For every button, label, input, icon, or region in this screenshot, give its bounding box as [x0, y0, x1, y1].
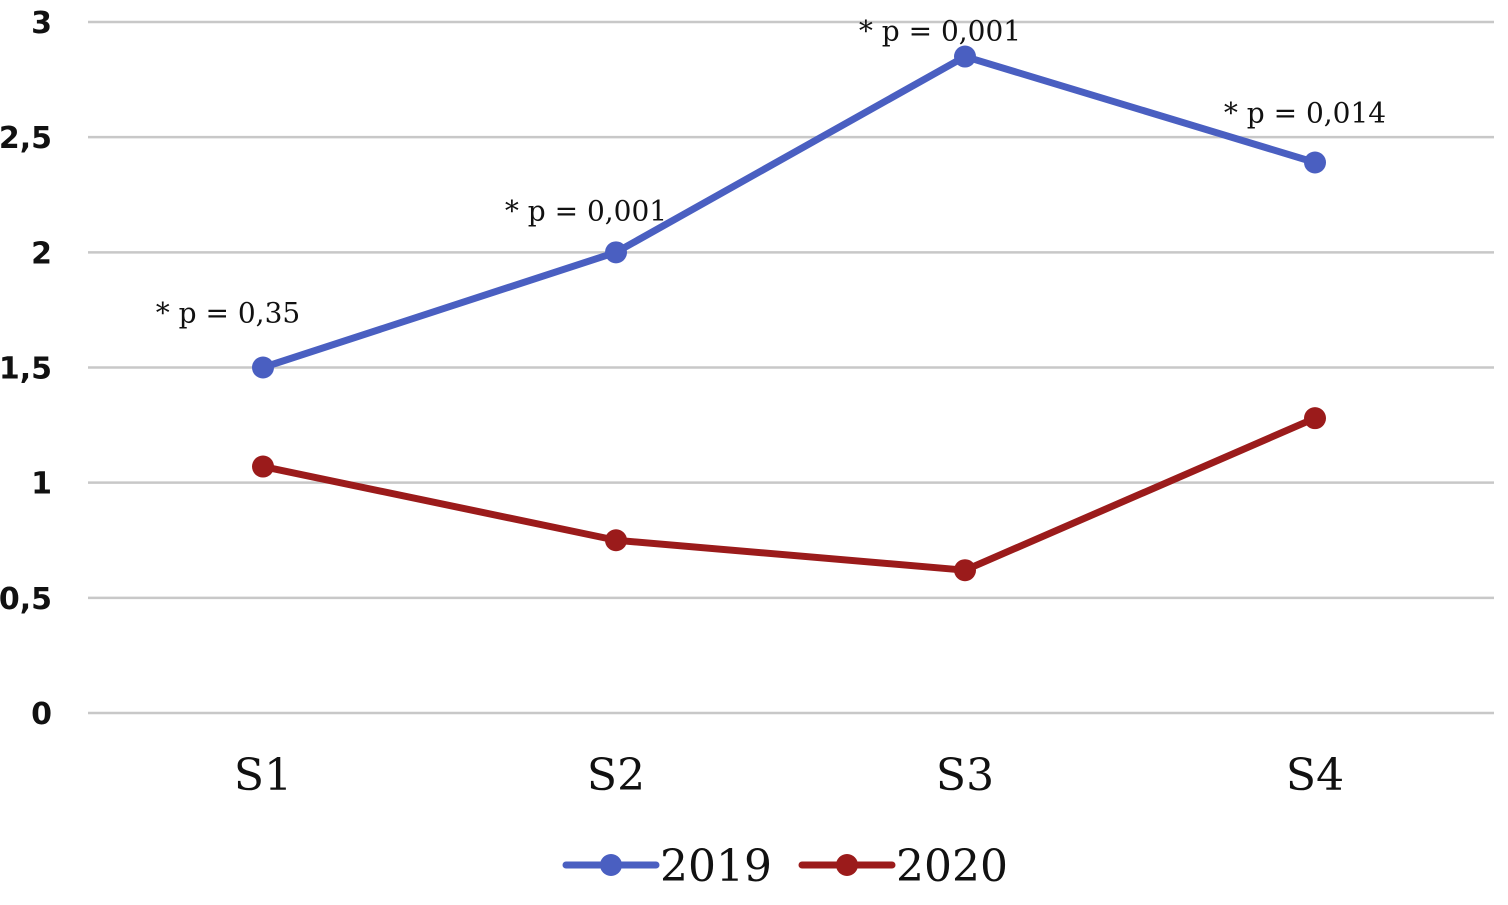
- gridlines: [88, 20, 1494, 715]
- x-tick-label: S2: [587, 750, 645, 801]
- legend-marker-2019: [600, 854, 622, 876]
- data-point-2019: [1304, 151, 1326, 174]
- x-tick-label: S1: [234, 750, 292, 801]
- legend-label: 2019: [660, 841, 772, 892]
- y-tick-label: 0: [31, 697, 52, 732]
- y-tick-label: 3: [31, 6, 52, 41]
- data-point-2020: [252, 455, 274, 478]
- y-tick-label: 1: [31, 467, 52, 502]
- p-value-annotation: * p = 0,35: [156, 297, 300, 330]
- data-point-2020: [1304, 407, 1326, 430]
- series-line-2020: [259, 414, 1319, 574]
- y-tick-label: 0,5: [0, 582, 52, 617]
- p-value-annotation: * p = 0,001: [859, 15, 1021, 48]
- legend-label: 2020: [896, 841, 1008, 892]
- x-axis-tick-labels: S1 S2 S3 S4: [234, 750, 1344, 801]
- p-value-annotation: * p = 0,001: [505, 194, 667, 227]
- data-point-2020: [954, 559, 976, 582]
- data-point-2019: [954, 45, 976, 68]
- y-tick-label: 1,5: [0, 352, 52, 387]
- annotations: * p = 0,35 * p = 0,001 * p = 0,001 * p = 0,…: [156, 15, 1386, 330]
- y-axis-tick-labels: 0 0,5 1 1,5 2 2,5 3: [0, 6, 52, 732]
- x-tick-label: S3: [936, 750, 994, 801]
- series-line-2019: [259, 53, 1319, 371]
- data-point-2019: [252, 356, 274, 379]
- series-lines: [252, 45, 1326, 582]
- y-tick-label: 2,5: [0, 121, 52, 156]
- p-value-annotation: * p = 0,014: [1224, 97, 1386, 130]
- data-point-2019: [605, 241, 627, 264]
- x-tick-label: S4: [1286, 750, 1344, 801]
- legend-marker-2020: [836, 854, 858, 876]
- y-tick-label: 2: [31, 236, 52, 271]
- legend: 2019 2020: [562, 841, 1008, 892]
- data-point-2020: [605, 529, 627, 552]
